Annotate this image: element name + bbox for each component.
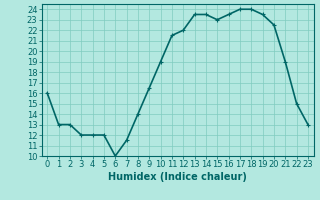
X-axis label: Humidex (Indice chaleur): Humidex (Indice chaleur) — [108, 172, 247, 182]
